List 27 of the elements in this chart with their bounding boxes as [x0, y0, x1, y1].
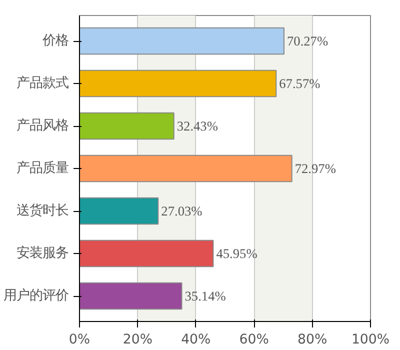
- bar: [80, 197, 159, 225]
- data-label: 67.57%: [279, 76, 320, 91]
- data-label: 45.95%: [216, 246, 258, 261]
- y-tick-label: 送货时长: [16, 204, 68, 218]
- y-tick-label: 用户的评价: [4, 288, 68, 304]
- y-tick-label: 产品风格: [16, 118, 68, 134]
- bar: [80, 27, 284, 55]
- x-tick-label: 40%: [181, 332, 211, 348]
- x-tick-label: 20%: [122, 332, 153, 348]
- x-tick-label: 100%: [351, 332, 390, 348]
- y-tick-label: 安装服务: [16, 245, 68, 261]
- x-tick-label: 60%: [239, 332, 269, 348]
- bar: [80, 240, 214, 268]
- bar: [80, 154, 292, 182]
- data-label: 72.97%: [294, 161, 336, 176]
- data-label: 70.27%: [286, 34, 328, 48]
- x-tick-label: 80%: [297, 332, 328, 348]
- y-tick-label: 产品质量: [16, 161, 68, 176]
- y-tick-label: 产品款式: [16, 76, 68, 91]
- data-label: 27.03%: [161, 204, 202, 218]
- bar: [80, 70, 277, 98]
- x-tick-label: 0%: [68, 332, 90, 348]
- bar: [80, 282, 182, 310]
- bar: [80, 112, 174, 140]
- y-tick-label: 价格: [42, 34, 68, 48]
- data-label: 35.14%: [184, 288, 226, 304]
- data-label: 32.43%: [176, 118, 218, 134]
